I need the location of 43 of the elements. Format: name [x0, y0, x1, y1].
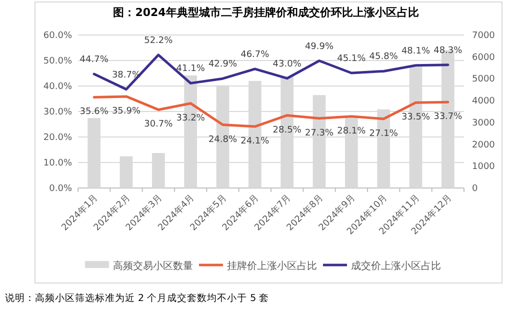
data-label: 27.3%	[304, 128, 334, 138]
data-label: 33.7%	[434, 112, 463, 122]
data-label: 28.1%	[337, 126, 366, 136]
legend-label: 挂牌价上涨小区占比	[227, 260, 317, 272]
data-label: 52.2%	[144, 36, 174, 46]
data-label: 27.1%	[369, 128, 398, 139]
y-tick-label: 10.0%	[43, 158, 72, 168]
data-label: 24.8%	[208, 134, 238, 145]
data-label: 48.3%	[434, 46, 463, 56]
y-tick-label: 20.0%	[43, 133, 72, 143]
y2-tick-label: 4000	[472, 96, 496, 107]
data-label: 33.5%	[401, 112, 430, 123]
chart-title: 图：2024年典型城市二手房挂牌价和成交价环比上涨小区占比	[113, 6, 419, 19]
legend-label: 成交价上涨小区占比	[351, 260, 441, 272]
y-tick-label: 0.0%	[49, 184, 72, 194]
data-label: 30.7%	[144, 120, 174, 130]
data-label: 24.1%	[240, 136, 270, 147]
y2-tick-label: 5000	[472, 74, 496, 85]
data-label: 35.9%	[112, 106, 141, 116]
data-label: 35.6%	[80, 107, 109, 118]
y2-tick-label: 0	[472, 184, 478, 194]
data-label: 43.0%	[272, 59, 302, 70]
y-tick-label: 40.0%	[43, 82, 72, 92]
data-label: 28.5%	[272, 125, 302, 136]
y-tick-label: 50.0%	[43, 56, 72, 66]
y-tick-label: 60.0%	[43, 31, 72, 41]
data-label: 33.2%	[176, 113, 206, 124]
y2-tick-label: 7000	[472, 31, 496, 41]
data-label: 42.9%	[208, 60, 238, 70]
data-label: 41.1%	[176, 64, 206, 74]
data-label: 48.1%	[401, 46, 430, 56]
y-tick-label: 30.0%	[43, 108, 72, 118]
y2-tick-label: 1000	[472, 162, 496, 172]
y2-tick-label: 3000	[472, 118, 496, 128]
legend-label: 高频交易小区数量	[113, 260, 193, 272]
y2-tick-label: 2000	[472, 140, 496, 150]
data-label: 45.1%	[337, 54, 366, 64]
data-label: 44.7%	[80, 55, 109, 66]
text: 说明：高频小区筛选标准为近 2 个月成交套数均不小于 5 套	[5, 292, 270, 304]
data-label: 45.8%	[369, 52, 398, 62]
data-label: 46.7%	[240, 50, 270, 60]
y2-tick-label: 6000	[472, 52, 496, 63]
data-label: 49.9%	[304, 42, 334, 52]
